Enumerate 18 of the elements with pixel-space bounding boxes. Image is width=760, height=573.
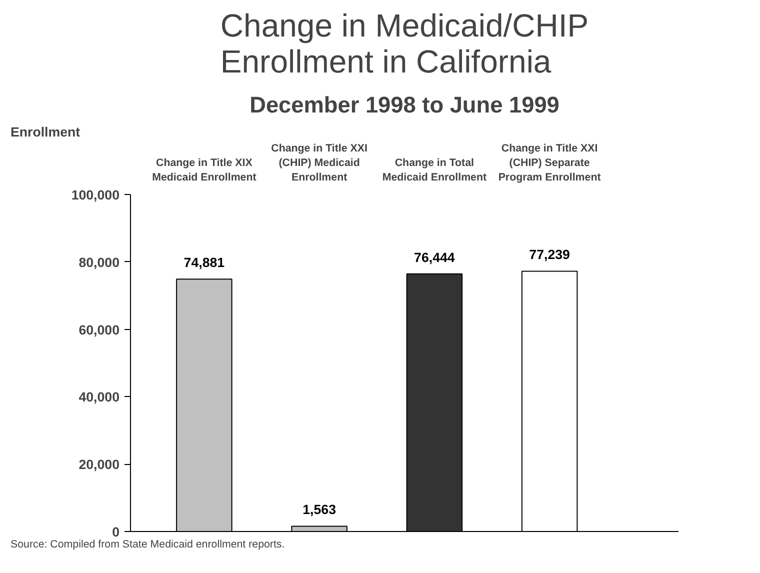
chart-title: Change in Medicaid/CHIP Enrollment in California: [220, 8, 589, 80]
x-tick-label: Change in Title XXI (CHIP) Separate Program Enrollment: [498, 142, 602, 184]
data-label: 77,239: [529, 247, 570, 262]
x-tick-label: Change in Title XXI (CHIP) Medicaid Enrollment: [271, 142, 368, 184]
y-tick-label: 20,000: [78, 457, 120, 472]
y-tick-label: 80,000: [78, 254, 120, 270]
y-tick-label: 100,000: [71, 188, 120, 202]
data-label: 74,881: [184, 255, 226, 270]
y-tick-label: 40,000: [78, 390, 120, 405]
data-label: 1,563: [302, 502, 336, 518]
source-note: Source: Compiled from State Medicaid enrollment reports.: [10, 538, 285, 550]
x-tick-label: Change in Total Medicaid Enrollment: [382, 157, 487, 184]
y-tick-label: 0: [112, 524, 120, 540]
y-axis-title: Enrollment: [10, 124, 81, 140]
data-label: 76,444: [414, 250, 456, 265]
x-tick-label: Change in Title XIX Medicaid Enrollment: [152, 157, 257, 184]
chart-subtitle: December 1998 to June 1999: [250, 92, 560, 118]
y-tick-label: 60,000: [78, 322, 120, 338]
